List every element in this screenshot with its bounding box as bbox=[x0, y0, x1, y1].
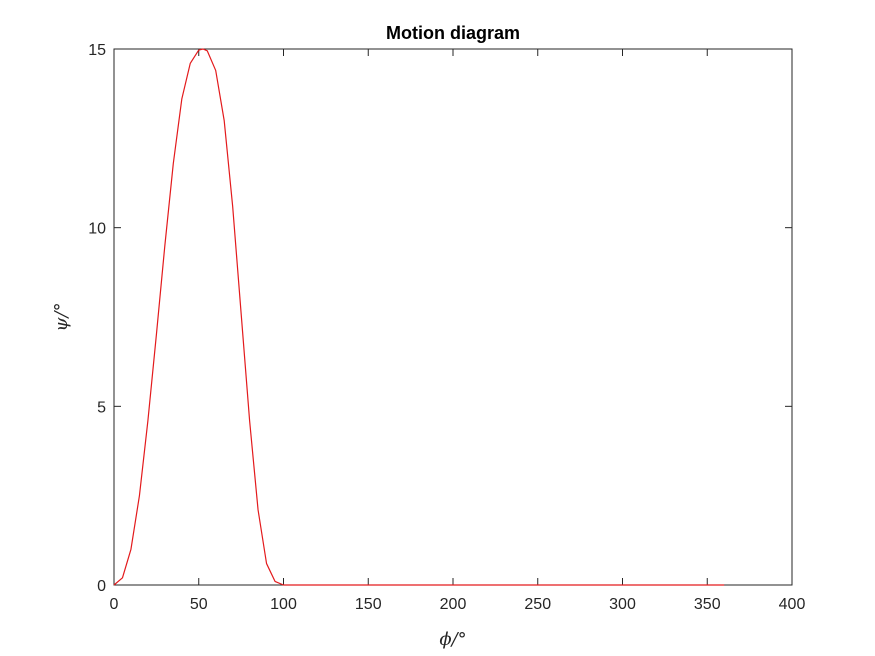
x-tick-label: 100 bbox=[270, 596, 297, 613]
plot-area bbox=[113, 48, 793, 586]
x-tick-label: 0 bbox=[110, 596, 119, 613]
x-tick-label: 200 bbox=[440, 596, 467, 613]
y-axis-ticks: 0 5 10 15 bbox=[88, 42, 792, 595]
y-tick-label: 5 bbox=[97, 399, 106, 416]
x-tick-label: 150 bbox=[355, 596, 382, 613]
x-tick-label: 300 bbox=[609, 596, 636, 613]
x-axis-label: ϕ/° bbox=[439, 629, 466, 650]
y-tick-label: 0 bbox=[97, 578, 106, 595]
x-tick-label: 250 bbox=[524, 596, 551, 613]
x-tick-label: 50 bbox=[190, 596, 208, 613]
series-line-psi bbox=[113, 48, 725, 586]
y-tick-label: 10 bbox=[88, 221, 106, 238]
x-axis-ticks: 0 50 100 150 200 250 300 350 400 bbox=[110, 49, 806, 613]
y-axis-label: ψ/° bbox=[51, 302, 72, 331]
x-tick-label: 350 bbox=[694, 596, 721, 613]
x-tick-label: 400 bbox=[779, 596, 806, 613]
y-tick-label: 15 bbox=[88, 42, 106, 59]
series-layer bbox=[113, 48, 725, 586]
chart-title: Motion diagram bbox=[386, 23, 520, 43]
